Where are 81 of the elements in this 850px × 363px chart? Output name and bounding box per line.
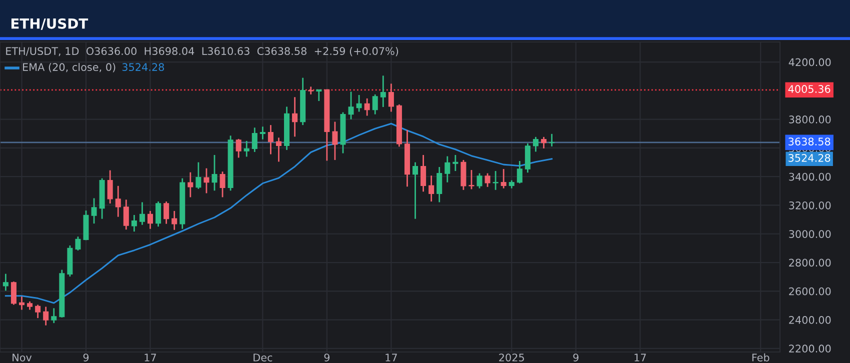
candlestick bbox=[156, 200, 162, 228]
y-tick-label: 3000.00 bbox=[789, 230, 831, 238]
candlestick bbox=[244, 140, 250, 158]
candlestick bbox=[484, 172, 490, 188]
y-tick-label: 3800.00 bbox=[789, 116, 831, 124]
candlestick bbox=[500, 168, 506, 190]
candlestick bbox=[75, 236, 81, 252]
candlestick bbox=[18, 296, 25, 310]
candlestick bbox=[372, 94, 378, 116]
candlestick bbox=[452, 154, 458, 172]
candlestick bbox=[236, 138, 242, 158]
candlestick bbox=[115, 185, 121, 218]
candlestick bbox=[532, 136, 538, 152]
candlestick bbox=[276, 136, 282, 162]
x-tick-label: 9 bbox=[573, 354, 578, 362]
candlestick bbox=[476, 172, 482, 190]
candlestick bbox=[131, 214, 137, 232]
candlestick bbox=[436, 166, 442, 203]
x-tick-label: Feb bbox=[752, 353, 770, 362]
candlestick bbox=[420, 154, 426, 192]
y-tick-label: 4200.00 bbox=[788, 58, 831, 66]
y-tick-label: 3200.00 bbox=[789, 201, 831, 210]
candlestick bbox=[428, 174, 434, 202]
chart-title: ETH/USDT bbox=[11, 18, 88, 30]
line-series bbox=[4, 122, 553, 304]
x-tick-label: 9 bbox=[83, 354, 89, 362]
candlestick bbox=[10, 280, 16, 306]
candlestick bbox=[139, 202, 145, 226]
candlestick bbox=[468, 169, 474, 190]
candlestick bbox=[541, 136, 547, 150]
candlestick bbox=[332, 121, 338, 161]
candlestick bbox=[356, 94, 362, 112]
candlestick bbox=[252, 126, 258, 153]
candlestick bbox=[549, 133, 555, 148]
candlestick bbox=[212, 154, 218, 192]
x-tick-label: 9 bbox=[324, 354, 330, 362]
candlestick bbox=[292, 96, 298, 138]
candlestick bbox=[91, 198, 97, 224]
candlestick bbox=[380, 74, 386, 108]
candlestick bbox=[220, 170, 226, 198]
x-tick-label: Nov bbox=[12, 354, 32, 362]
annotation: 3524.28 bbox=[122, 63, 164, 72]
candlestick bbox=[123, 198, 129, 230]
ref-line-label: 4005.36 bbox=[788, 85, 830, 93]
candlestick bbox=[43, 306, 49, 326]
y-tick-label: 2200.00 bbox=[789, 344, 831, 353]
text: 3524.28 bbox=[788, 154, 830, 162]
candlestick bbox=[516, 160, 522, 184]
candlestick bbox=[524, 142, 530, 174]
y-tick-label: 2800.00 bbox=[789, 258, 831, 267]
x-tick-label: 2025 bbox=[499, 354, 524, 362]
candlestick bbox=[444, 156, 450, 184]
y-tick-label: 2600.00 bbox=[789, 287, 831, 296]
ref-line-label: 3638.58 bbox=[788, 138, 830, 146]
candlestick bbox=[268, 124, 274, 155]
chart-subtitle: ETH/USDT, 1D O3636.00 H3698.04 L3610.63 C3638.58 +2.59 (+0.07%) bbox=[6, 46, 398, 56]
candlestick bbox=[460, 159, 466, 191]
candlestick bbox=[172, 210, 178, 231]
y-tick-label: 3400.00 bbox=[789, 172, 831, 181]
y-tick-label: 2400.00 bbox=[789, 316, 831, 324]
x-tick-label: 17 bbox=[386, 354, 397, 362]
candlestick bbox=[2, 273, 8, 292]
candlestick bbox=[35, 304, 41, 319]
candlestick bbox=[196, 162, 202, 190]
candlestick bbox=[107, 170, 113, 204]
legend-label: EMA (20, close, 0) bbox=[23, 62, 116, 72]
candlestick bbox=[147, 210, 154, 230]
candlestick bbox=[316, 88, 322, 102]
candlestick bbox=[308, 86, 314, 96]
candlestick bbox=[388, 82, 394, 112]
candlestick bbox=[364, 98, 370, 116]
candlestick bbox=[204, 168, 210, 194]
x-tick-label: 17 bbox=[144, 354, 156, 362]
candlestick bbox=[188, 172, 194, 198]
candlestick bbox=[348, 90, 354, 120]
candlestick bbox=[51, 307, 57, 324]
x-tick-label: 17 bbox=[634, 354, 646, 362]
candlestick bbox=[164, 200, 170, 225]
candlestick bbox=[412, 162, 418, 220]
x-tick-label: Dec bbox=[254, 354, 272, 362]
candlestick bbox=[260, 126, 266, 140]
